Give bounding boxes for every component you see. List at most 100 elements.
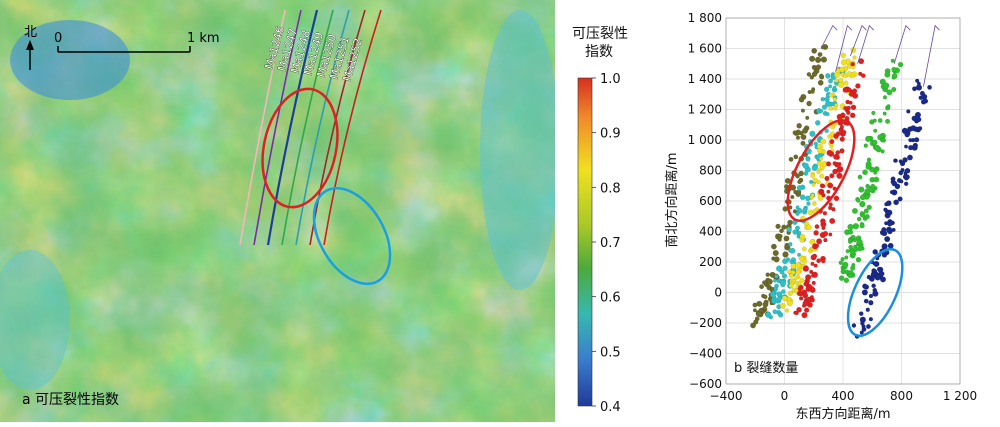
fracture-point <box>843 106 848 111</box>
fracture-point <box>871 283 876 289</box>
fracture-point <box>848 100 853 105</box>
fracture-point <box>834 72 840 78</box>
fracture-point <box>836 167 842 173</box>
fracture-point <box>858 186 865 193</box>
fracture-point <box>824 96 830 102</box>
fracture-point <box>787 269 792 275</box>
fracture-point <box>897 196 903 202</box>
fracture-point <box>873 176 880 183</box>
fracture-point <box>798 170 804 177</box>
fracture-point <box>908 138 913 143</box>
fracture-point <box>786 300 793 307</box>
panel-a-caption: a 可压裂性指数 <box>22 392 119 408</box>
colorbar-title-line2: 指数 <box>585 44 613 60</box>
fracture-point <box>848 244 854 250</box>
x-tick-label: 0 <box>781 389 789 403</box>
fracture-point <box>851 235 856 240</box>
fracture-point <box>859 194 866 201</box>
fracture-point <box>916 116 922 123</box>
fracture-point <box>815 243 820 248</box>
fracture-point <box>828 78 833 84</box>
fracture-point <box>795 135 801 140</box>
fracture-point <box>927 84 932 90</box>
fracture-point <box>914 137 920 143</box>
fracture-point <box>858 71 863 76</box>
fracture-point <box>839 66 846 73</box>
fracture-point <box>817 79 824 86</box>
fracture-point <box>802 300 809 307</box>
fracture-point <box>881 230 888 237</box>
fracture-point <box>832 106 838 111</box>
fracture-point <box>850 61 855 67</box>
map-low-patch <box>10 20 130 100</box>
fracture-point <box>868 293 874 299</box>
fracture-point <box>804 307 810 313</box>
fracture-point <box>818 73 824 79</box>
fracture-point <box>801 246 807 252</box>
fracture-point <box>821 104 828 110</box>
fracture-point <box>820 138 827 145</box>
fracture-point <box>798 291 804 297</box>
fracture-point <box>874 167 879 172</box>
fracture-point <box>866 324 871 329</box>
fracture-point <box>792 229 798 235</box>
fracture-point <box>815 120 821 126</box>
fracture-point <box>793 275 799 281</box>
x-tick-label: −400 <box>710 389 743 403</box>
fracture-point <box>838 77 844 83</box>
fracture-point <box>870 183 876 189</box>
fracture-point <box>856 198 861 203</box>
map-low-patch <box>480 10 555 290</box>
north-arrow: 北 <box>24 25 37 70</box>
fracture-point <box>828 232 833 237</box>
fracture-point <box>904 144 908 149</box>
fracture-point <box>796 306 802 313</box>
fracture-point <box>756 300 763 307</box>
well-trajectory <box>281 9 334 246</box>
fracture-point <box>862 283 868 289</box>
fracture-point <box>882 111 887 116</box>
fracture-point <box>823 86 830 93</box>
fracture-point <box>796 123 802 129</box>
fracture-point <box>816 169 821 175</box>
fracture-point <box>779 302 786 309</box>
fracture-point <box>817 147 823 154</box>
fracture-point <box>843 80 849 86</box>
fracture-point <box>840 257 845 262</box>
fracture-point <box>811 271 818 278</box>
fracture-point <box>828 92 834 98</box>
fracture-point <box>773 278 777 283</box>
fracture-point <box>821 184 826 189</box>
fracture-point <box>788 283 794 289</box>
fracture-point <box>822 211 828 216</box>
y-tick-label: −200 <box>689 316 722 330</box>
fracture-point <box>792 130 798 136</box>
fracture-point <box>776 296 782 302</box>
fracture-point <box>777 237 782 242</box>
fracture-point <box>908 145 914 151</box>
fracture-point <box>779 280 787 287</box>
scale-end-label: 1 km <box>187 31 220 46</box>
fracture-point <box>785 257 791 262</box>
fracture-point <box>824 175 830 182</box>
fracture-point <box>797 286 803 292</box>
fracture-point <box>866 274 872 280</box>
fracture-point <box>863 143 868 148</box>
fracture-point <box>893 158 898 163</box>
fracture-point <box>809 75 814 80</box>
fracture-point <box>772 249 779 257</box>
fracture-point <box>891 86 897 93</box>
north-label: 北 <box>24 25 37 40</box>
well-labels: Ma1246Ma1247Ma1248Ma1249Ma1250Ma1251Ma12… <box>262 24 365 83</box>
fracture-point <box>865 164 871 170</box>
fracture-point <box>850 265 856 271</box>
colorbar-tick-label: 0.6 <box>600 291 621 306</box>
y-tick-label: 600 <box>699 194 722 208</box>
fracture-point <box>890 58 895 63</box>
fracture-point <box>800 140 806 146</box>
fracture-point <box>902 157 908 163</box>
fracture-point <box>832 161 837 166</box>
fracture-point <box>883 207 888 212</box>
fracture-point <box>759 284 765 290</box>
fracture-point <box>810 254 817 261</box>
